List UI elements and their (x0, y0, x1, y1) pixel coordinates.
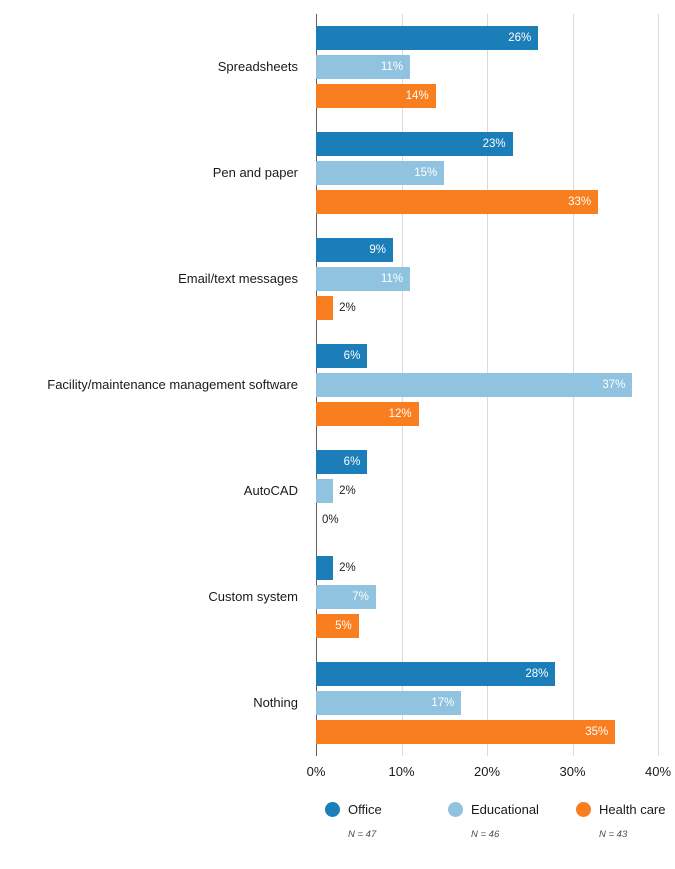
x-axis-ticks: 0% 10% 20% 30% 40% (307, 764, 671, 782)
bar-value-label: 9% (369, 244, 386, 256)
legend-n-office: N = 47 (348, 829, 377, 840)
category-label: Spreadsheets (217, 58, 298, 74)
bar-group: 9% 11% 2% (316, 238, 658, 320)
bar-value-label: 2% (339, 562, 356, 574)
chart-row: Custom system 2% 7% 5% (0, 544, 675, 650)
bar-value-label: 2% (339, 485, 356, 497)
bar-value-label: 6% (343, 350, 361, 362)
x-axis-tick-label: 30% (559, 764, 586, 779)
category-label: Custom system (208, 588, 298, 604)
bar-health-care: 12% (316, 402, 419, 426)
bar-value-label: 35% (585, 726, 609, 738)
educational-legend-dot-icon (448, 802, 463, 817)
bar-educational: 15% (316, 161, 445, 185)
bar-educational: 2% (316, 479, 356, 503)
chart-row: Spreadsheets 26% 11% 14% (0, 14, 675, 120)
legend-label-office: Office (348, 802, 382, 817)
bar-health-care: 5% (316, 614, 359, 638)
bar-value-label: 12% (388, 408, 412, 420)
office-legend-dot-icon (325, 802, 340, 817)
legend-item-office: Office N = 47 (325, 802, 382, 840)
bar-value-label: 37% (602, 379, 626, 391)
bar-office: 9% (316, 238, 393, 262)
bar-educational: 11% (316, 55, 411, 79)
legend-row: Educational (448, 802, 539, 817)
health-care-legend-dot-icon (576, 802, 591, 817)
x-axis-tick-label: 40% (644, 764, 672, 779)
bar-group: 26% 11% 14% (316, 26, 658, 108)
x-axis-tick-label: 20% (473, 764, 501, 779)
bar-educational: 17% (316, 691, 462, 715)
bar-educational: 11% (316, 267, 411, 291)
category-label: Facility/maintenance management software (47, 376, 298, 392)
bar-value-label: 5% (335, 620, 352, 632)
bar-value-label: 7% (352, 591, 369, 603)
bar-health-care: 35% (316, 720, 616, 744)
legend-n-health-care: N = 43 (599, 829, 628, 840)
chart-row: Pen and paper 23% 15% 33% (0, 120, 675, 226)
category-label: Pen and paper (212, 164, 298, 180)
bar-value-label: 15% (414, 167, 438, 179)
bar-value-label: 2% (339, 302, 356, 314)
legend-label-health-care: Health care (599, 802, 666, 817)
chart-row: Email/text messages 9% 11% 2% (0, 226, 675, 332)
bar-value-label: 0% (322, 514, 339, 526)
legend-row: Health care (576, 802, 665, 817)
bar-health-care: 33% (316, 190, 599, 214)
bar-health-care: 2% (316, 296, 356, 320)
bar-office: 6% (316, 344, 368, 368)
chart-row: AutoCAD 6% 2% 0% (0, 438, 675, 544)
bar-group: 28% 17% 35% (316, 662, 658, 744)
bar-group: 6% 37% 12% (316, 344, 658, 426)
legend-n-educational: N = 46 (471, 829, 500, 840)
x-axis-tick-label: 10% (388, 764, 415, 779)
gridline (658, 14, 659, 756)
bar-group: 6% 2% 0% (316, 450, 658, 532)
category-label: AutoCAD (243, 482, 298, 498)
bar-group: 23% 15% 33% (316, 132, 658, 214)
bar-value-label: 17% (431, 697, 455, 709)
bar-educational: 7% (316, 585, 376, 609)
bar-value-label: 28% (525, 668, 549, 680)
bar-value-label: 26% (508, 32, 532, 44)
legend: Office N = 47 Educational N = 46 Health … (0, 802, 675, 862)
bar-office: 26% (316, 26, 539, 50)
bar-value-label: 6% (343, 456, 361, 468)
bar-office: 28% (316, 662, 556, 686)
bar-educational: 37% (316, 373, 633, 397)
bar-health-care: 14% (316, 84, 436, 108)
chart-row: Nothing 28% 17% 35% (0, 650, 675, 756)
x-axis-tick-label: 0% (306, 764, 326, 779)
bar-value-label: 11% (380, 61, 404, 73)
chart-row: Facility/maintenance management software… (0, 332, 675, 438)
bar-value-label: 33% (568, 196, 592, 208)
legend-row: Office (325, 802, 382, 817)
bar-group: 2% 7% 5% (316, 556, 658, 638)
bar-office: 2% (316, 556, 356, 580)
bar-value-label: 11% (380, 273, 404, 285)
legend-item-health-care: Health care N = 43 (576, 802, 665, 840)
chart-rows: Spreadsheets 26% 11% 14% Pen and paper 23% 15%… (0, 14, 675, 756)
category-label: Email/text messages (178, 270, 298, 286)
bar-office: 23% (316, 132, 513, 156)
bar-value-label: 23% (482, 138, 506, 150)
category-label: Nothing (253, 694, 298, 710)
legend-item-educational: Educational N = 46 (448, 802, 539, 840)
bar-office: 6% (316, 450, 368, 474)
bar-value-label: 14% (405, 90, 429, 102)
legend-label-educational: Educational (471, 802, 539, 817)
